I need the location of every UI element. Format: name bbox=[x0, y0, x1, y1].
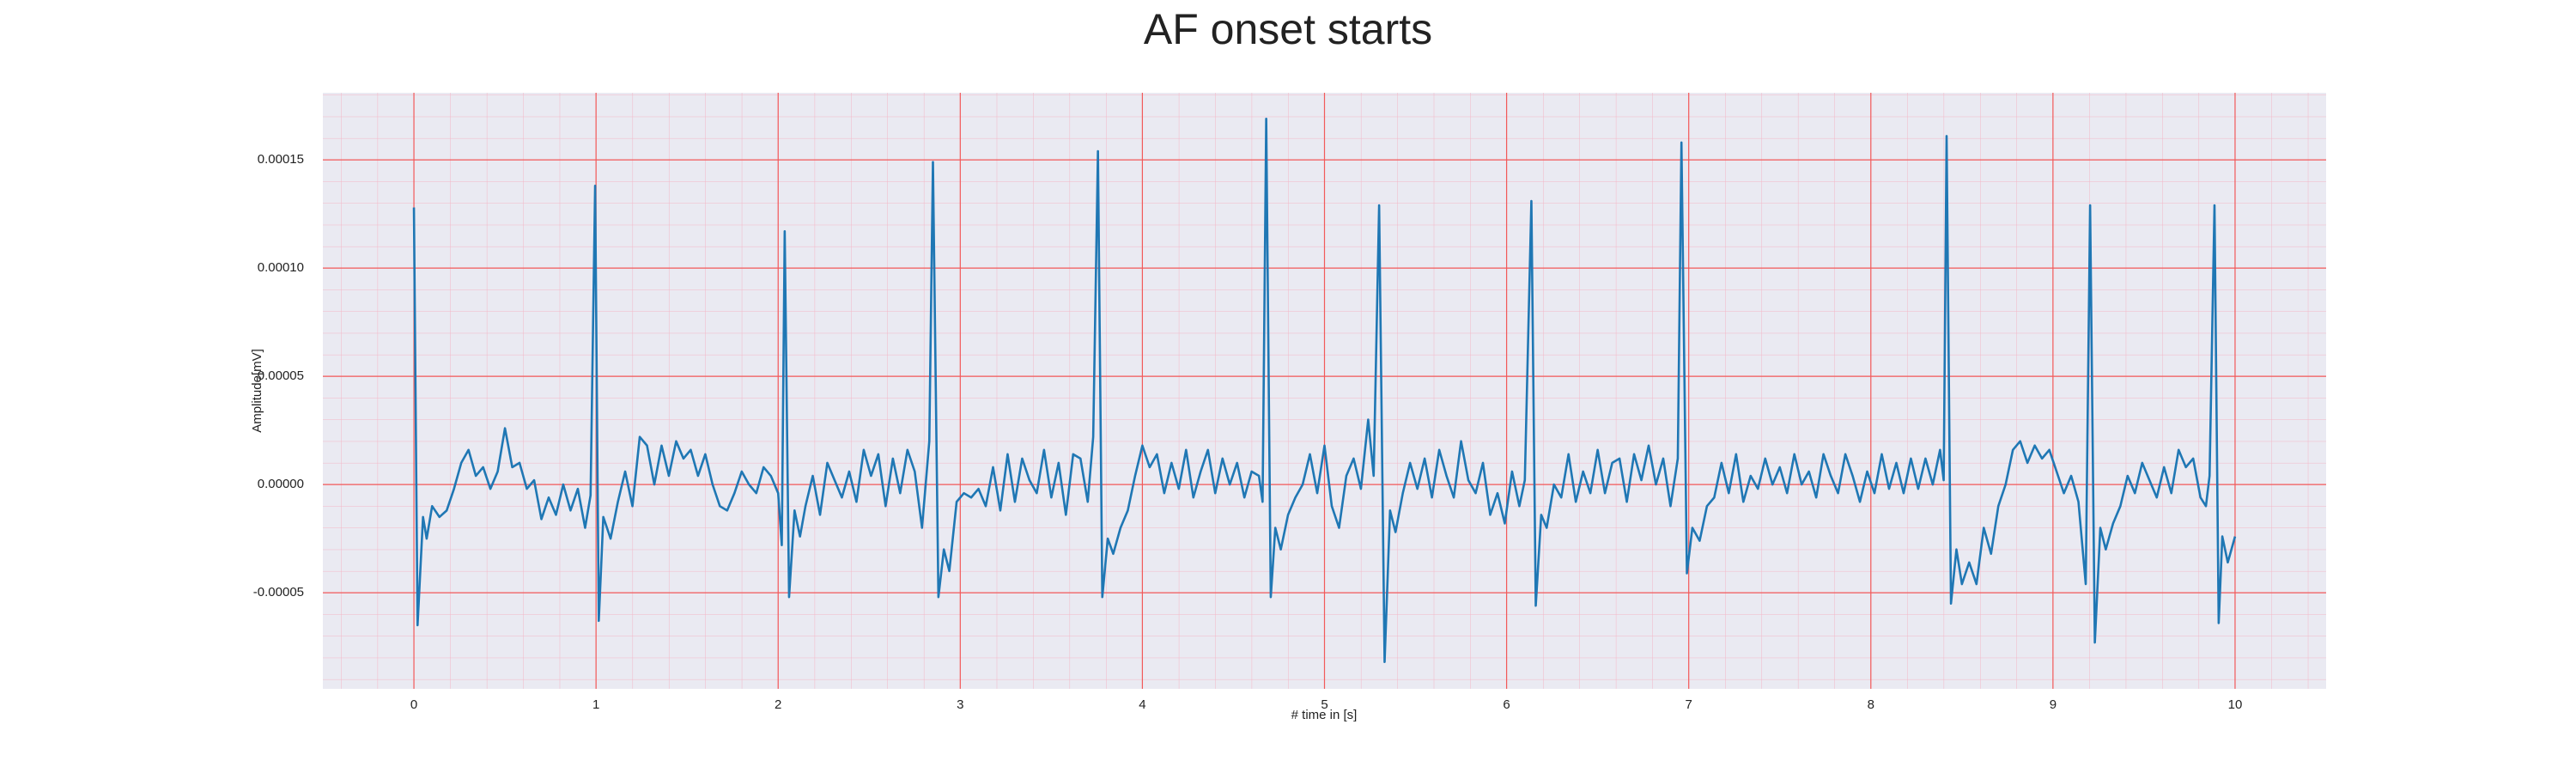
chart-title: AF onset starts bbox=[1144, 5, 1432, 53]
x-tick-label: 6 bbox=[1503, 697, 1510, 712]
x-tick-label: 8 bbox=[1868, 697, 1874, 712]
y-tick-label: 0.00005 bbox=[258, 368, 304, 383]
y-tick-label: 0.00015 bbox=[258, 152, 304, 167]
x-tick-label: 9 bbox=[2050, 697, 2057, 712]
y-tick-label: -0.00005 bbox=[253, 585, 304, 600]
x-axis-label: # time in [s] bbox=[1291, 708, 1358, 722]
x-tick-label: 4 bbox=[1139, 697, 1145, 712]
x-tick-label: 3 bbox=[957, 697, 963, 712]
signal-line bbox=[412, 117, 2237, 664]
x-tick-label: 7 bbox=[1686, 697, 1692, 712]
x-tick-label: 2 bbox=[775, 697, 781, 712]
x-tick-label: 0 bbox=[410, 697, 417, 712]
y-tick-label: 0.00010 bbox=[258, 260, 304, 275]
x-tick-label: 10 bbox=[2228, 697, 2243, 712]
x-tick-label: 1 bbox=[592, 697, 599, 712]
y-tick-label: 0.00000 bbox=[258, 477, 304, 491]
text-layer: AF onset starts # time in [s] Amplitude[… bbox=[250, 5, 2242, 722]
mark-layer bbox=[412, 117, 2237, 664]
x-tick-label: 5 bbox=[1321, 697, 1327, 712]
y-axis-label: Amplitude[mV] bbox=[250, 349, 264, 433]
grid-layer bbox=[323, 93, 2326, 689]
